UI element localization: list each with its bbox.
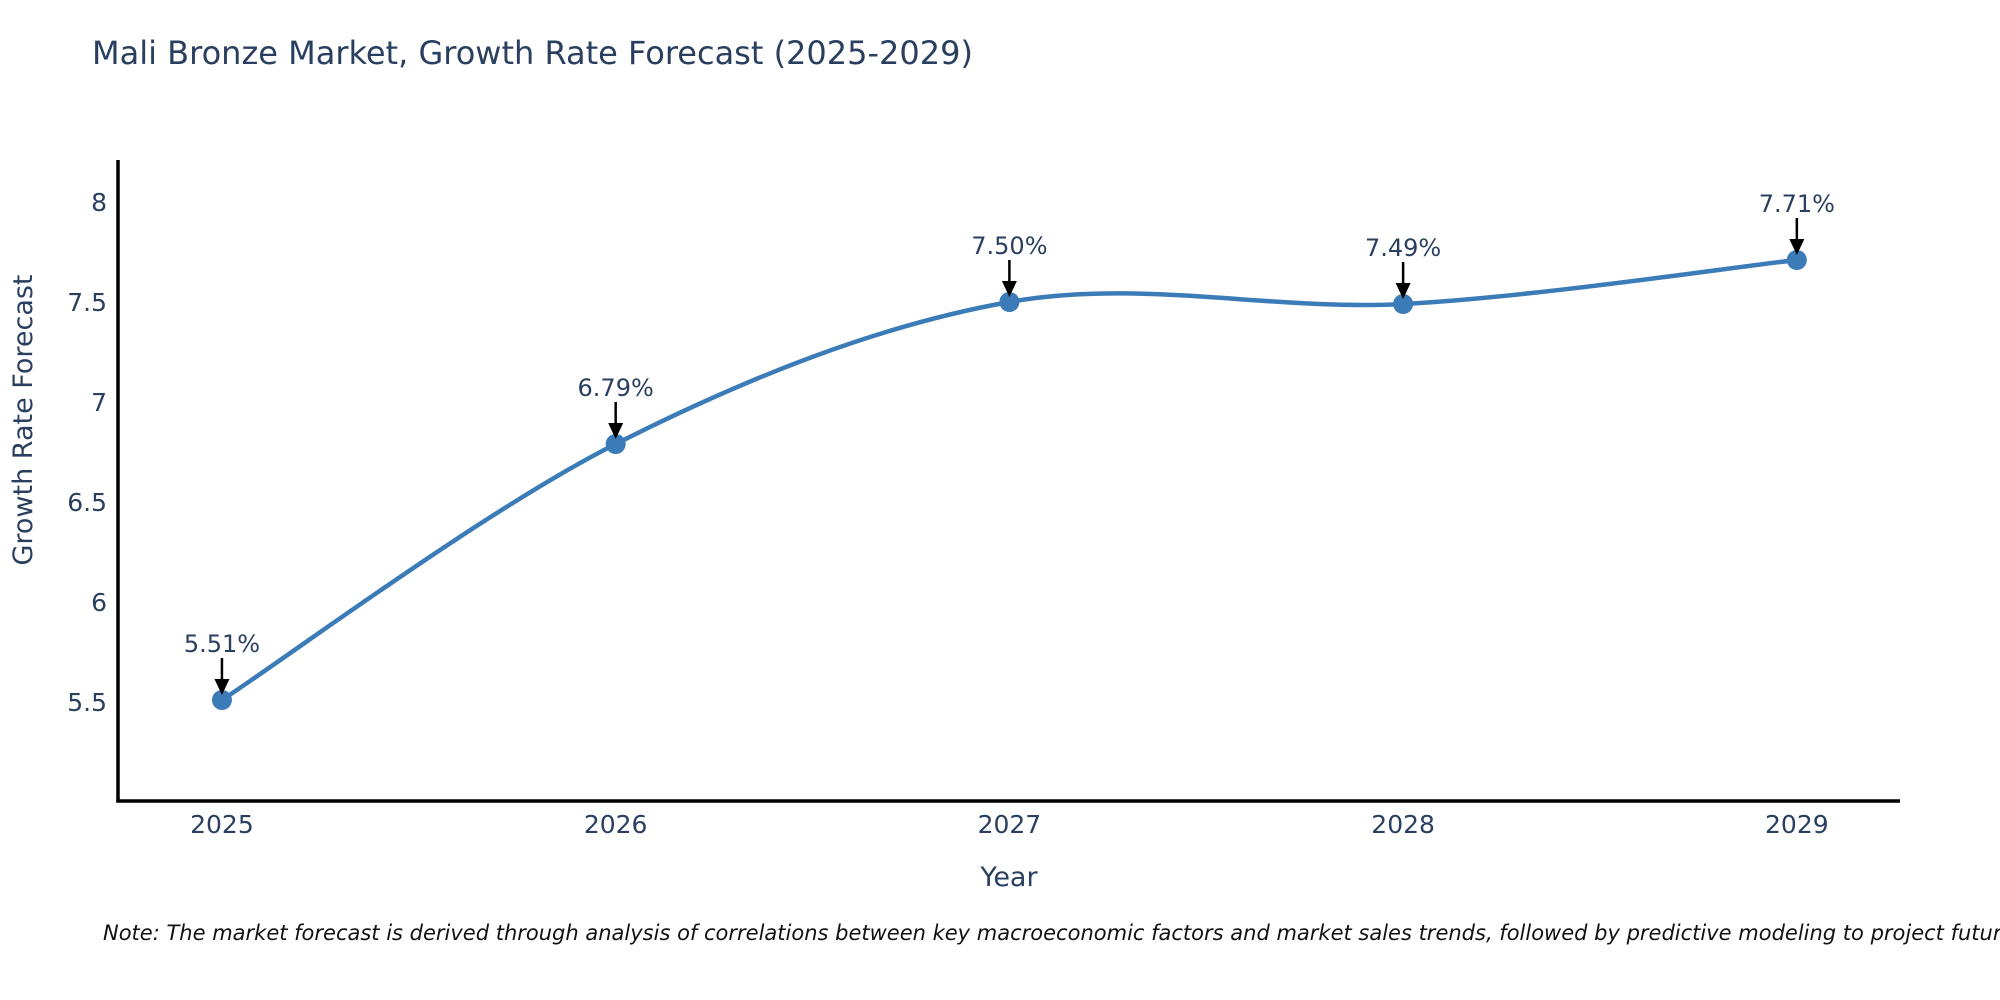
annotation-arrowhead: [608, 423, 624, 439]
data-point-marker: [1393, 294, 1414, 314]
x-tick-label: 2028: [1371, 810, 1435, 839]
point-value-label: 5.51%: [184, 630, 260, 658]
data-point-marker: [999, 292, 1020, 312]
annotation-arrowhead: [1395, 283, 1411, 299]
data-point-marker: [211, 690, 232, 710]
annotation-arrowhead: [1789, 239, 1805, 255]
chart-title: Mali Bronze Market, Growth Rate Forecast…: [92, 34, 973, 72]
y-tick-label: 6.5: [67, 488, 107, 517]
y-tick-label: 6: [91, 588, 107, 617]
y-tick-label: 7: [91, 388, 107, 417]
point-annotations: 5.51% 6.79% 7.50% 7.49% 7.71%: [184, 190, 1835, 695]
point-value-label: 7.71%: [1759, 190, 1835, 218]
x-axis-tick-labels: 2025 2026 2027 2028 2029: [190, 810, 1829, 839]
x-axis-title: Year: [979, 862, 1038, 893]
point-value-label: 6.79%: [578, 374, 654, 402]
y-tick-label: 8: [91, 188, 107, 217]
y-axis-title: Growth Rate Forecast: [8, 274, 39, 565]
point-value-label: 7.50%: [971, 232, 1047, 260]
y-tick-label: 7.5: [67, 288, 107, 317]
y-tick-label: 5.5: [67, 688, 107, 717]
x-tick-label: 2025: [190, 810, 254, 839]
annotation-arrowhead: [1001, 281, 1017, 297]
y-axis-tick-labels: 5.5 6 6.5 7 7.5 8: [67, 188, 107, 717]
x-tick-label: 2029: [1765, 810, 1829, 839]
x-tick-label: 2027: [978, 810, 1042, 839]
series-markers: [211, 250, 1807, 710]
annotation-arrowhead: [214, 679, 230, 695]
point-value-label: 7.49%: [1365, 234, 1441, 262]
x-tick-label: 2026: [584, 810, 648, 839]
series-line: [219, 257, 1800, 703]
data-point-marker: [605, 434, 626, 454]
data-point-marker: [1786, 250, 1807, 270]
footnote-text: Note: The market forecast is derived thr…: [103, 921, 2000, 945]
